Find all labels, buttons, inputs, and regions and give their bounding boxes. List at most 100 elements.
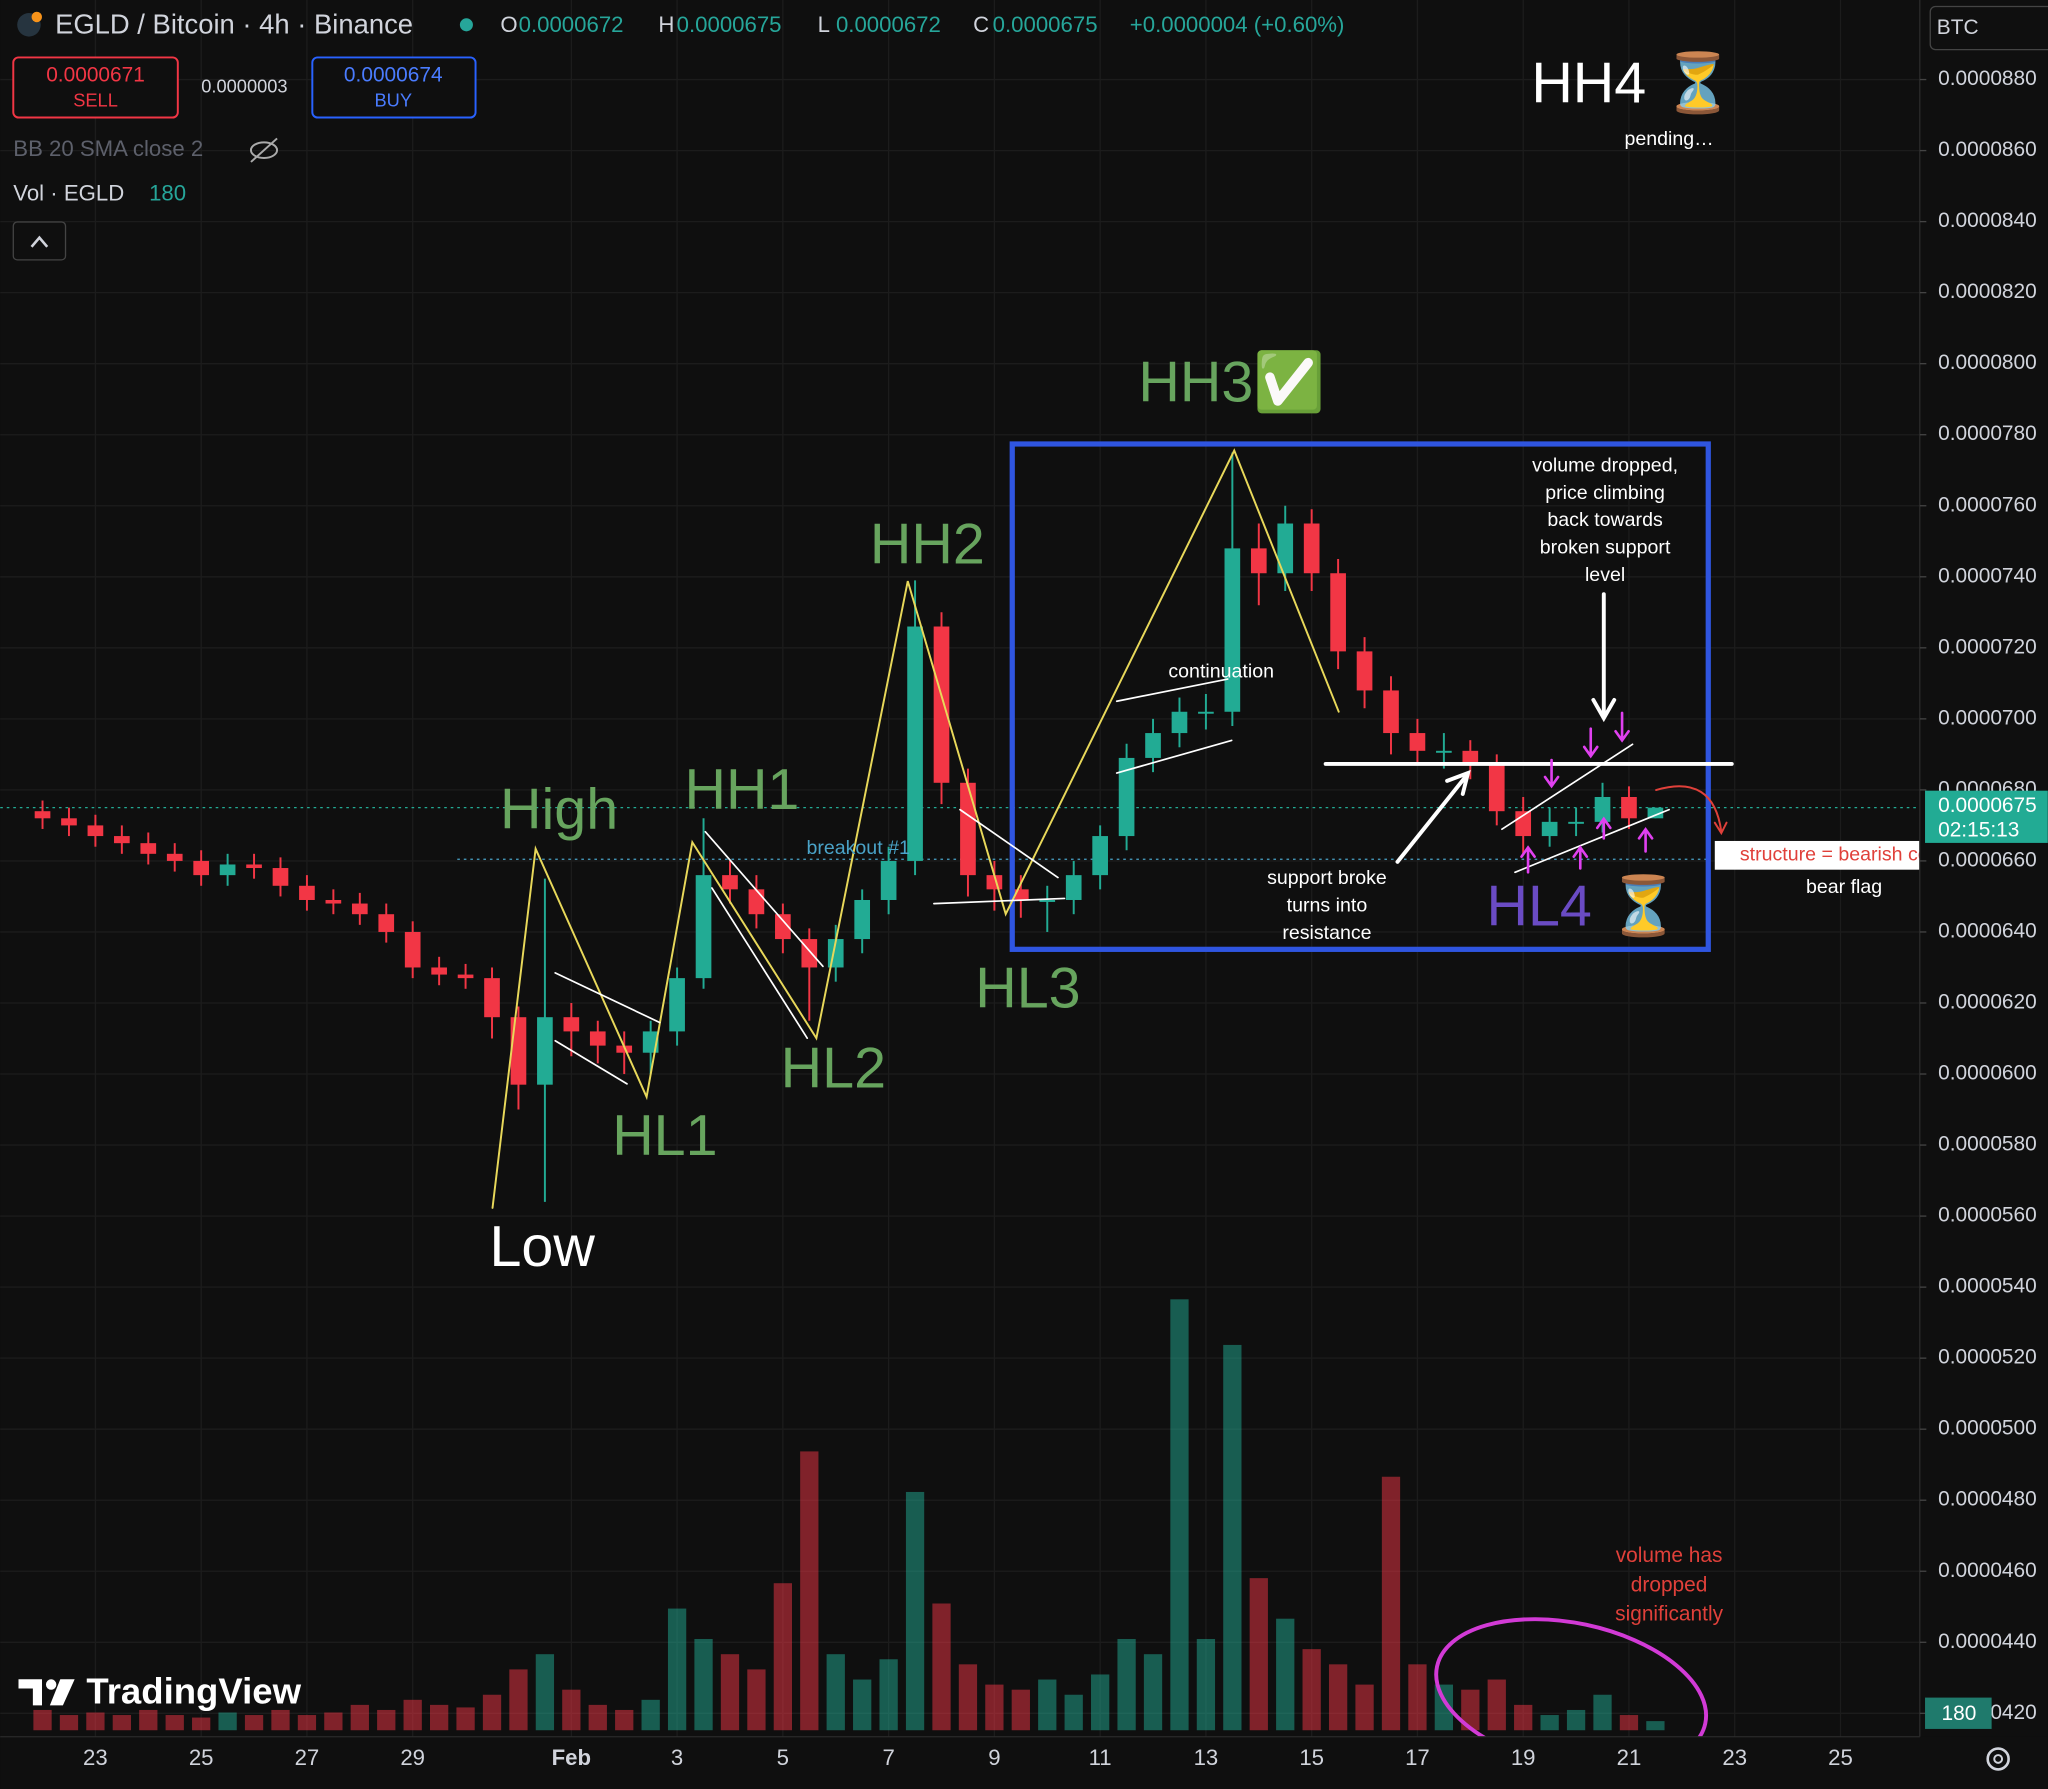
eye-slash[interactable] [250, 137, 278, 163]
countdown: 02:15:13 [1938, 819, 2019, 842]
buy-price[interactable]: 0.0000674 [344, 63, 443, 86]
currency[interactable]: BTC [1937, 16, 1979, 39]
annotation: resistance [1282, 922, 1371, 944]
candle-body [166, 853, 183, 861]
candle-body [510, 1017, 527, 1085]
x-tick-label: 29 [400, 1745, 425, 1770]
arrow [1520, 845, 1536, 874]
buy-button[interactable]: 0.0000674 BUY [311, 56, 477, 119]
settings-icon[interactable] [1993, 1754, 2004, 1764]
candle-body [1092, 836, 1108, 876]
sell-box[interactable] [12, 56, 179, 119]
last-price: 0.0000675 [1938, 794, 2037, 817]
volume-bar [509, 1669, 528, 1731]
annotations: HH4 ⏳ pending… HH3✅ HH2 HH1 High breakout #1 Lo… [489, 50, 2013, 1626]
y-tick-label: 0.0000800 [1938, 351, 2037, 374]
candle-body [34, 811, 51, 819]
volume-bar [826, 1654, 845, 1731]
label: O [500, 12, 517, 37]
y-tick-label: 0.0000700 [1938, 706, 2037, 729]
candle-body [1383, 690, 1399, 734]
x-tick-label: 3 [671, 1745, 683, 1770]
trend-line [1115, 739, 1233, 774]
eye[interactable] [249, 141, 279, 159]
candle-body [1330, 573, 1346, 652]
y-tick-label: 0.0000620 [1938, 991, 2037, 1014]
candle-body [299, 885, 315, 900]
annotation: HL1 [612, 1104, 717, 1168]
candle-body [1145, 733, 1161, 758]
volume-bar [932, 1603, 951, 1731]
candle-body [933, 626, 950, 783]
candle-body [325, 899, 342, 904]
collapse-box[interactable] [12, 221, 67, 261]
volume-bar [1566, 1709, 1586, 1731]
volume-bar [720, 1654, 740, 1731]
currency-box[interactable] [1929, 5, 2048, 51]
sell-price[interactable]: 0.0000671 [46, 63, 145, 86]
flag-line [1501, 743, 1634, 831]
sell-label[interactable]: SELL [73, 90, 118, 111]
volume-bar [853, 1679, 872, 1731]
annotation: volume dropped, [1532, 454, 1678, 476]
candle-body [351, 903, 368, 915]
spread: 0.0000003 [201, 75, 287, 96]
volume-bar [297, 1715, 317, 1731]
annotation: bear flag [1806, 876, 1882, 898]
volume-bar [958, 1664, 978, 1731]
volume-bar [615, 1709, 634, 1731]
annotation: HL4 ⏳ [1486, 872, 1679, 938]
buy-box[interactable] [311, 56, 477, 119]
y-tick-label: 0.0000540 [1938, 1275, 2037, 1298]
arrow [1614, 711, 1630, 743]
logo-shape [49, 1679, 75, 1706]
candle-body [907, 626, 923, 861]
y-tick-label: 0.0000660 [1938, 848, 2037, 871]
candle-body [537, 1017, 553, 1085]
x-tick-label: 21 [1617, 1745, 1642, 1770]
volume-bar [403, 1699, 422, 1731]
volume-bar [1249, 1578, 1268, 1731]
annotation: HL2 [781, 1036, 886, 1100]
annotation: pending… [1624, 128, 1713, 150]
annotation: broken support [1540, 537, 1671, 559]
candle-body [1012, 889, 1029, 900]
y-tick-label: 0.0000840 [1938, 209, 2037, 232]
x-tick-label: 23 [1722, 1745, 1747, 1770]
y-axis: 0.00004200.00004400.00004600.00004800.00… [1919, 67, 2037, 1724]
candle-body [431, 967, 447, 975]
collapse-button[interactable] [12, 221, 67, 261]
volume-bar [1143, 1654, 1163, 1731]
settings-icon[interactable] [1986, 1747, 2010, 1771]
candle-body [1594, 796, 1611, 822]
volume-bar [1461, 1689, 1480, 1731]
symbol-logo [31, 11, 43, 23]
price-scale [1919, 0, 2048, 1789]
flag-line [1514, 808, 1670, 874]
volume-bar [1223, 1344, 1242, 1731]
symbol: EGLD / Bitcoin · 4h · Binance [55, 8, 413, 39]
indicator: BB 20 SMA close 2 [13, 136, 203, 161]
arrow [1572, 845, 1589, 870]
trend-line [1115, 678, 1229, 703]
chevron[interactable] [30, 235, 49, 248]
annotation: price climbing [1545, 482, 1665, 504]
annotation: HL3 [975, 957, 1080, 1021]
volume-bar [350, 1704, 369, 1731]
support-arrow [1395, 769, 1471, 864]
sell-button[interactable]: 0.0000671 SELL [12, 56, 179, 119]
visibility-icon[interactable] [249, 137, 279, 163]
trend-line [959, 808, 1059, 879]
x-tick-label: 25 [1828, 1745, 1853, 1770]
magenta-arrows [1520, 711, 1654, 874]
y-tick-label: 0.0000640 [1938, 919, 2037, 942]
volume-bar [1593, 1694, 1612, 1731]
candle-body [722, 875, 738, 890]
volume-bar [1196, 1638, 1216, 1731]
trend-line [711, 887, 809, 1039]
buy-label[interactable]: BUY [374, 90, 412, 111]
y-tick-label: 0.0000780 [1938, 422, 2037, 445]
candle-body [748, 889, 765, 915]
logo-shape [45, 1679, 57, 1690]
